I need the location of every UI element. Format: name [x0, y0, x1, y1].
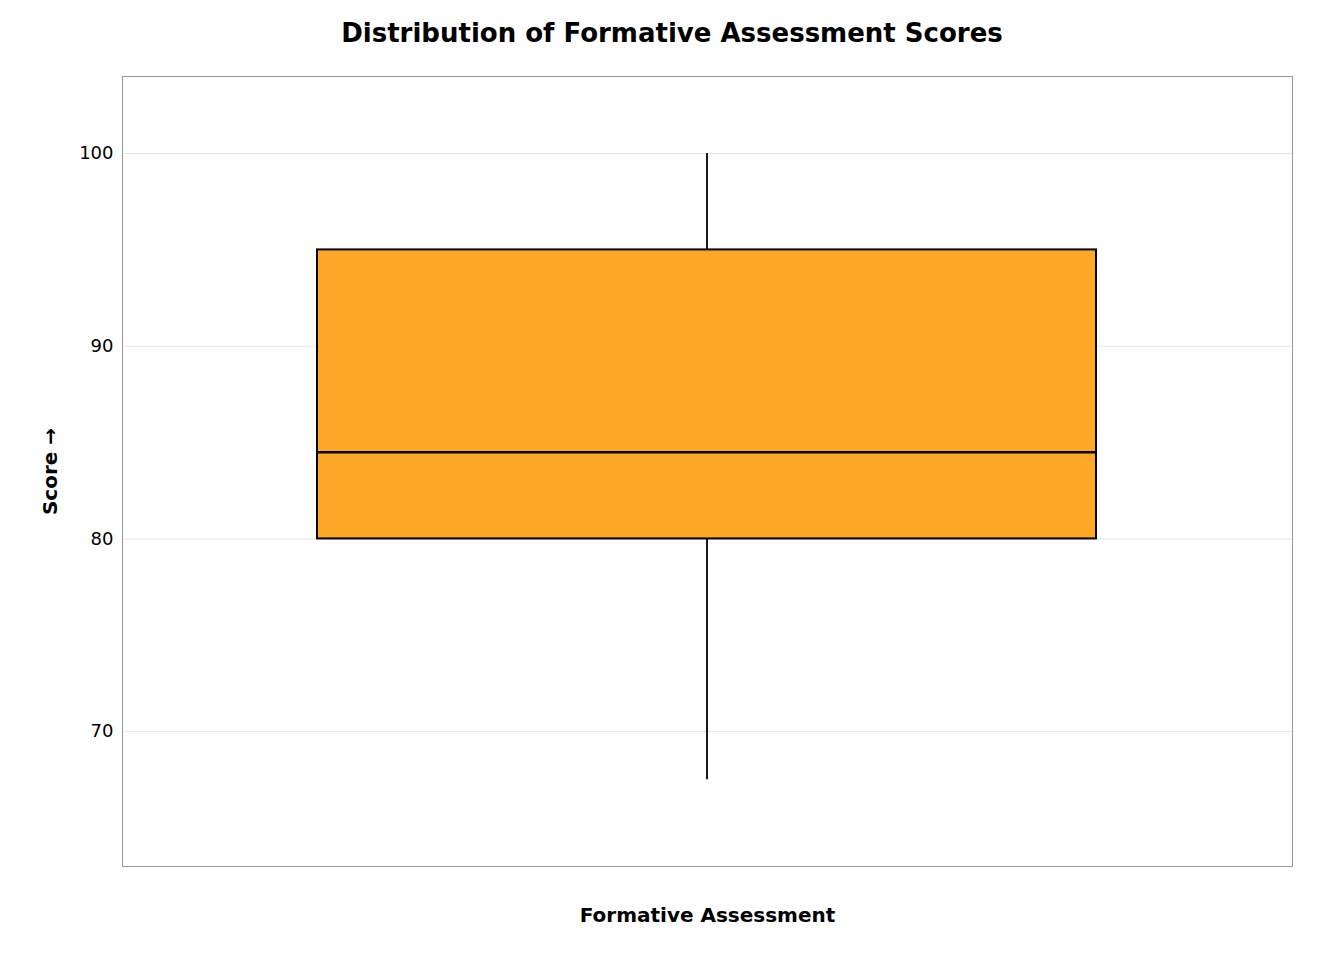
- svg-text:70: 70: [91, 720, 114, 741]
- svg-text:90: 90: [91, 335, 114, 356]
- svg-text:100: 100: [79, 142, 113, 163]
- svg-text:Formative Assessment: Formative Assessment: [580, 903, 836, 927]
- svg-text:Score →: Score →: [38, 428, 62, 515]
- html-text:Distribution of Formative Asse: Distribution of Formative Assessment Sco…: [341, 18, 1003, 48]
- svg-text:80: 80: [91, 528, 114, 549]
